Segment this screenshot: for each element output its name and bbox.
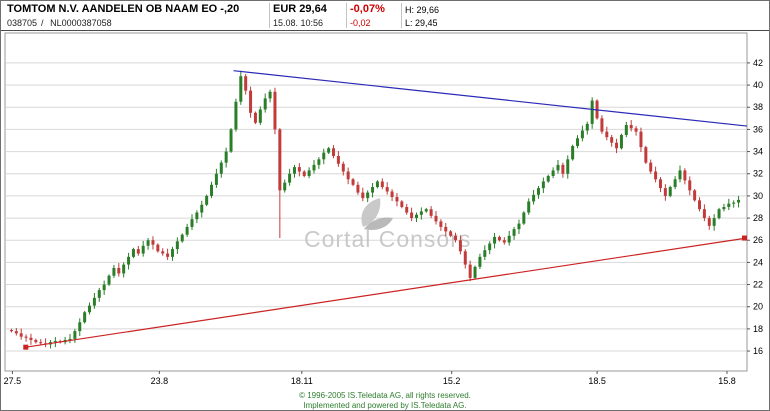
powered-by-line: Implemented and powered by IS.Teledata A… [303,401,467,410]
change-percent: -0,07% [350,3,385,15]
svg-text:32: 32 [753,169,763,179]
change-absolute: -0,02 [350,18,371,28]
x-axis-labels: 27.5 23.8 18.11 15.2 18.5 15.8 [4,371,736,386]
svg-text:36: 36 [753,124,763,134]
day-high: H: 29,66 [405,5,440,15]
svg-text:22: 22 [753,280,763,290]
chart-area: 16 18 20 22 24 26 28 30 32 34 36 38 40 42 27.5 23.8 18.1… [1,31,769,391]
y-axis-labels: 16 18 20 22 24 26 28 30 32 34 36 38 40 42 [753,58,763,356]
svg-text:23.8: 23.8 [151,376,169,386]
svg-text:16: 16 [753,346,763,356]
footer: © 1996-2005 IS.Teledata AG, all rights r… [1,391,769,410]
svg-text:15.8: 15.8 [718,376,736,386]
candlestick-chart: 16 18 20 22 24 26 28 30 32 34 36 38 40 42 27.5 23.8 18.1… [4,32,763,386]
svg-text:18: 18 [753,324,763,334]
copyright-line: © 1996-2005 IS.Teledata AG, all rights r… [299,391,471,400]
trendline-support [25,237,748,348]
trendline-resistance [233,70,748,127]
svg-text:15.2: 15.2 [443,376,461,386]
instrument-title: TOMTOM N.V. AANDELEN OB NAAM EO -,20 [7,3,240,15]
trendline-marker [742,235,747,241]
isin: NL0000387058 [50,18,112,28]
svg-text:42: 42 [753,58,763,68]
candles [9,70,741,349]
watermark-leaf-icon [361,198,381,227]
watermark-text: Cortal Consors [304,226,471,252]
header-divider [401,3,402,28]
quote-timestamp: 15.08. 10:56 [273,18,324,28]
id-separator: / [41,18,44,28]
svg-text:28: 28 [753,213,763,223]
gridlines [6,62,750,352]
svg-text:34: 34 [753,147,763,157]
svg-text:30: 30 [753,191,763,201]
svg-text:18.11: 18.11 [291,376,313,386]
header-divider [346,3,347,28]
svg-text:20: 20 [753,302,763,312]
svg-text:24: 24 [753,257,763,267]
svg-text:27.5: 27.5 [4,376,22,386]
header-divider [269,3,270,28]
trendlines [23,70,748,350]
header: TOMTOM N.V. AANDELEN OB NAAM EO -,20 038… [1,1,769,31]
day-low: L: 29,45 [405,18,438,28]
trendline-marker [23,344,29,350]
watermark: Cortal Consors [304,198,471,252]
watermark-leaf-icon [364,217,393,230]
svg-text:40: 40 [753,80,763,90]
svg-text:26: 26 [753,235,763,245]
security-id: 038705 [7,18,38,28]
svg-text:18.5: 18.5 [588,376,606,386]
instrument-ids: 038705/ NL0000387058 [7,18,116,28]
last-price: EUR 29,64 [273,3,327,15]
svg-text:38: 38 [753,102,763,112]
